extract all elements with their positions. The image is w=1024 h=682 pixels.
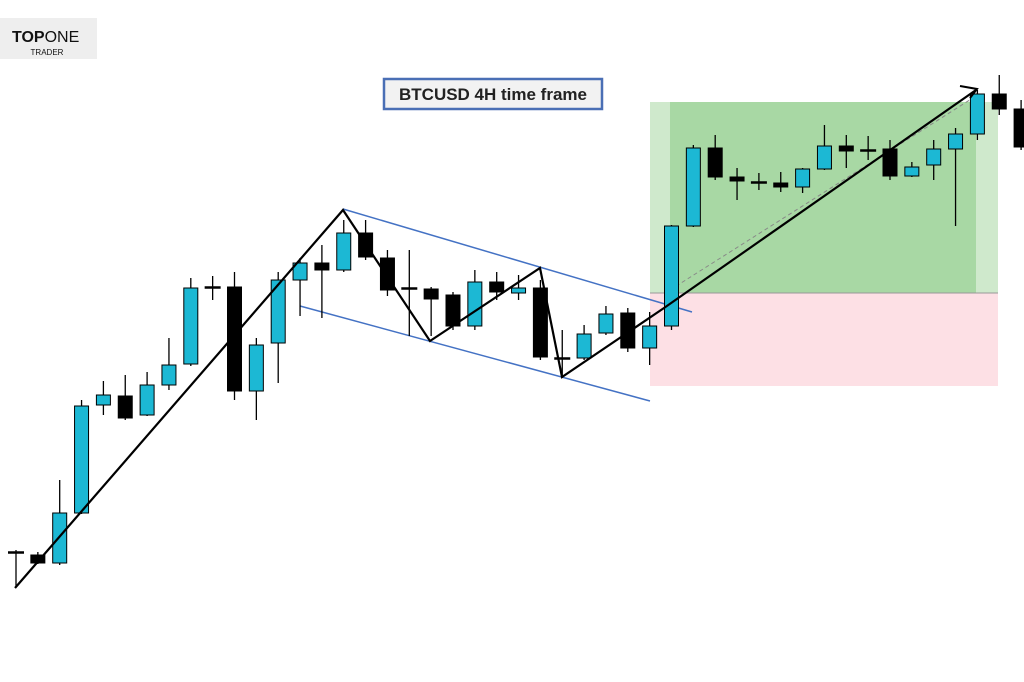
candle-body <box>598 313 614 334</box>
zone-edge <box>976 102 998 293</box>
candle-body <box>292 262 308 281</box>
channel-upper <box>342 208 693 313</box>
candle-body <box>139 384 155 416</box>
channel-lower <box>299 305 651 402</box>
candle-body <box>948 133 964 150</box>
arrow-head <box>959 85 979 99</box>
candle-body <box>248 344 264 392</box>
candle-body <box>336 232 352 271</box>
candle-body <box>161 364 177 386</box>
logo-top: TOP <box>12 29 45 46</box>
candle-body <box>620 312 636 349</box>
candles <box>8 75 1024 587</box>
candle-body <box>95 394 111 406</box>
stop-loss-zone <box>650 293 998 386</box>
dashed-line <box>669 95 977 291</box>
candle-body <box>532 287 548 358</box>
candle-body <box>969 93 985 135</box>
zigzag-path <box>14 89 977 589</box>
candle-body <box>795 168 811 188</box>
candle-body <box>74 405 90 514</box>
candle-body <box>904 166 920 177</box>
logo-sub: TRADER <box>31 48 64 57</box>
candle-body <box>926 148 942 166</box>
candle-body <box>991 93 1007 110</box>
candle-body <box>816 145 832 170</box>
candle-body <box>511 287 527 294</box>
candle-body <box>773 182 789 188</box>
candle-body <box>117 395 133 419</box>
candle-body <box>838 145 854 152</box>
logo-one: ONE <box>45 29 80 46</box>
candle-body <box>270 279 286 344</box>
candle-body <box>314 262 330 271</box>
candle-body <box>642 325 658 349</box>
candle-body <box>1013 108 1024 148</box>
chart-title: BTCUSD 4H time frame <box>399 85 587 104</box>
logo-box <box>0 18 97 59</box>
logo: TOPONE <box>12 29 79 46</box>
candle-body <box>685 147 701 227</box>
candle-body <box>729 176 745 182</box>
candle-body <box>423 288 439 300</box>
candle-body <box>227 286 242 392</box>
candle-body <box>489 281 505 293</box>
candle-body <box>707 147 723 178</box>
title-box <box>382 77 604 111</box>
candle-body <box>576 333 592 359</box>
candle-body <box>664 225 679 327</box>
candle-body <box>467 281 483 327</box>
candle-body <box>183 287 199 365</box>
